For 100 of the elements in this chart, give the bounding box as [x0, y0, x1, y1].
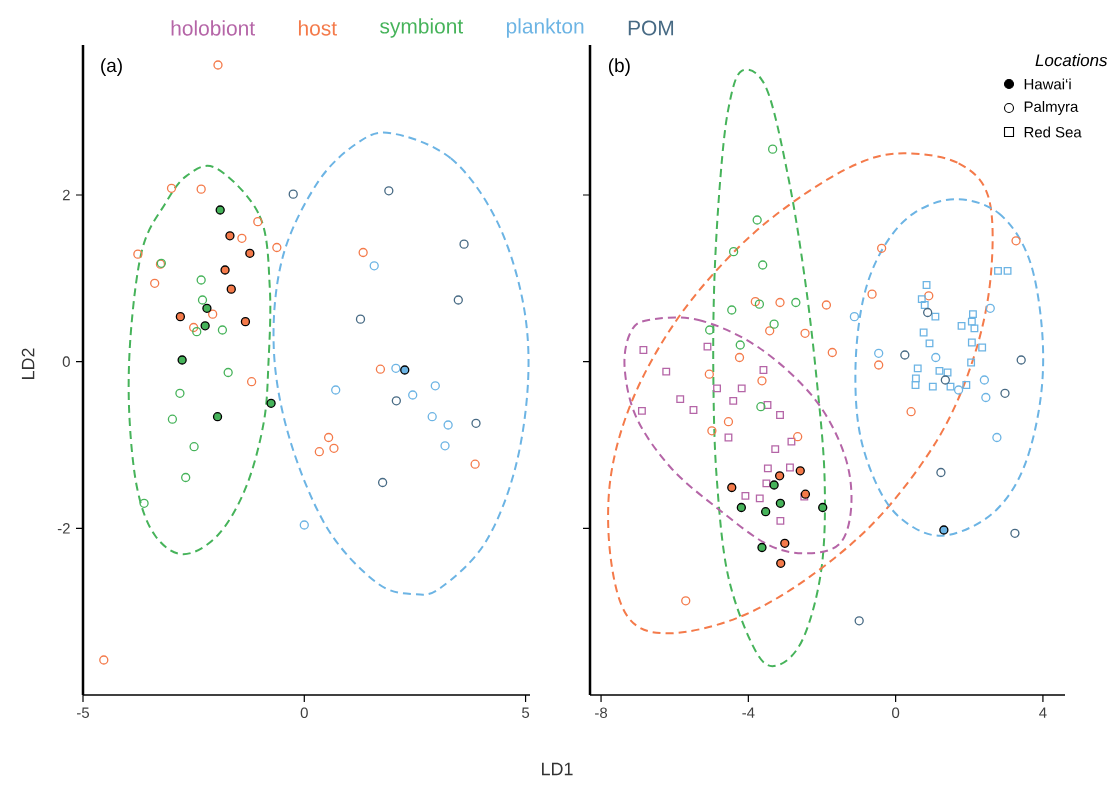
point — [874, 348, 884, 358]
text: Hawai‘i — [1024, 78, 1071, 90]
point — [793, 432, 803, 442]
point — [985, 303, 995, 313]
point — [676, 395, 685, 404]
point — [920, 301, 929, 309]
point — [734, 352, 745, 363]
point — [767, 144, 778, 154]
point — [175, 388, 185, 398]
point — [943, 368, 952, 377]
point — [358, 247, 368, 258]
x-tick-label: 5 — [522, 707, 530, 718]
text: POM — [628, 20, 674, 36]
point — [928, 382, 937, 391]
point — [754, 299, 765, 309]
point — [967, 317, 976, 326]
point — [377, 477, 388, 488]
point — [713, 384, 721, 393]
point — [1000, 388, 1010, 398]
point — [288, 189, 298, 199]
point — [924, 291, 934, 301]
point — [911, 374, 920, 383]
text: (b) — [608, 58, 630, 76]
point — [133, 249, 143, 259]
point — [821, 300, 832, 310]
point — [637, 406, 646, 415]
point — [741, 491, 750, 500]
point — [923, 307, 933, 318]
y-tick-label: -2 — [57, 523, 70, 534]
point — [99, 655, 109, 665]
point — [246, 377, 257, 387]
point — [189, 442, 199, 452]
point — [181, 472, 191, 483]
point — [707, 426, 717, 436]
point — [453, 295, 463, 305]
point — [946, 382, 955, 391]
point — [967, 338, 976, 347]
point — [196, 275, 206, 285]
point — [800, 328, 810, 338]
point — [786, 463, 794, 472]
x-axis-title: LD1 — [542, 762, 573, 776]
point — [253, 217, 263, 227]
point — [314, 447, 324, 457]
point — [705, 325, 715, 335]
point — [957, 321, 966, 330]
point — [459, 239, 469, 249]
point — [765, 326, 775, 336]
point — [639, 346, 648, 354]
point — [662, 367, 671, 376]
text: plankton — [506, 18, 584, 38]
point — [729, 396, 738, 405]
point — [703, 342, 712, 351]
point — [931, 352, 941, 363]
point — [737, 384, 746, 393]
point — [391, 396, 401, 406]
point — [757, 376, 767, 386]
point — [728, 247, 739, 257]
point — [329, 443, 339, 453]
point — [970, 324, 979, 333]
point — [922, 281, 931, 289]
point — [237, 233, 247, 243]
point — [992, 432, 1002, 443]
point — [724, 433, 733, 442]
point — [900, 350, 910, 360]
text: holobiont — [171, 20, 255, 36]
point — [940, 375, 950, 385]
point — [752, 215, 762, 225]
point — [166, 183, 177, 193]
point — [272, 242, 282, 253]
point — [355, 314, 366, 324]
x-tick-label: -8 — [595, 707, 608, 719]
point — [854, 616, 864, 626]
point — [440, 441, 450, 451]
point — [936, 467, 946, 478]
point — [776, 411, 784, 419]
x-tick-label: -4 — [742, 707, 755, 718]
point — [704, 369, 714, 379]
annotation: Palmyra — [1024, 101, 1079, 115]
point — [217, 325, 228, 335]
point — [762, 479, 771, 488]
point — [756, 402, 766, 412]
point — [1003, 266, 1012, 275]
point — [689, 406, 698, 414]
point — [876, 243, 887, 253]
point — [408, 390, 418, 400]
point — [369, 261, 379, 271]
point — [1010, 528, 1020, 538]
point — [763, 401, 772, 409]
point — [874, 360, 884, 370]
point — [776, 516, 785, 525]
point — [911, 381, 920, 389]
point — [827, 347, 837, 358]
point — [978, 343, 987, 352]
point — [139, 498, 149, 508]
point — [758, 260, 768, 270]
point — [470, 459, 480, 469]
point — [723, 417, 734, 427]
point — [769, 319, 779, 329]
point — [471, 418, 481, 428]
point — [727, 305, 737, 315]
